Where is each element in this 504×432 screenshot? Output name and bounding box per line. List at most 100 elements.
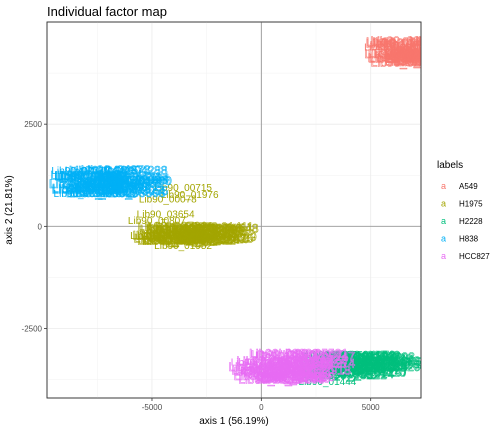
overlap-label: Lib90_03192	[232, 363, 302, 377]
zero-lines	[47, 22, 421, 398]
overlap-label: Lib90_01411	[319, 350, 388, 364]
overlap-label: Lib90_02370	[325, 361, 395, 375]
overlap-label: Lib90_05110	[181, 232, 250, 246]
overlap-label: Lib90_02644	[368, 46, 438, 60]
y-axis-ticks: -2500 0 2500	[22, 120, 47, 334]
x-axis-label: axis 1 (56.19%)	[199, 416, 268, 427]
legend-label: HCC827	[459, 252, 490, 261]
legend-label: H2228	[459, 217, 483, 226]
overlap-label: Lib90_02644	[168, 227, 238, 241]
overlap-label: Lib90_03329	[249, 347, 319, 361]
overlap-label: Lib90_02644	[255, 350, 325, 364]
overlap-label: Lib90_01685	[82, 177, 152, 191]
overlap-label: Lib90_01411	[60, 169, 129, 183]
overlap-label: Lib90_02781	[138, 220, 208, 234]
overlap-label: Lib90_02507	[273, 348, 343, 362]
cluster-hcc827: Lib90_01000Lib90_01137Lib90_01274Lib90_0…	[228, 346, 356, 387]
point-label: Lib90_02288	[250, 365, 308, 376]
overlap-label: Lib90_03740	[173, 221, 243, 235]
overlap-label: Lib90_05110	[63, 178, 132, 192]
overlap-label: Lib90_02507	[133, 229, 203, 243]
overlap-label: Lib90_03192	[326, 349, 396, 363]
overlap-label: Lib90_04699	[256, 373, 326, 387]
overlap-label: Lib90_01822	[278, 353, 348, 367]
overlap-label: Lib90_05247	[384, 45, 454, 59]
overlap-label: Lib90_03740	[331, 348, 401, 362]
overlap-label: Lib90_01000	[245, 357, 315, 371]
overlap-label: Lib90_03329	[384, 51, 454, 65]
x-tick-label: 0	[259, 403, 264, 412]
overlap-label: Lib90_03603	[96, 186, 166, 200]
overlap-label: Lib90_05384	[238, 373, 308, 387]
point-label: Lib90_00002	[384, 51, 442, 62]
overlap-label: Lib90_04288	[392, 47, 462, 61]
point-label: Lib90_00807	[128, 216, 186, 227]
cluster-h838: Lib90_01000Lib90_01137Lib90_01274Lib90_0…	[49, 163, 173, 201]
overlap-label: Lib90_03192	[370, 34, 440, 48]
point-label: Lib90_00521	[130, 231, 188, 242]
overlap-label: Lib90_02918	[73, 173, 143, 187]
overlap-label: Lib90_04973	[326, 348, 396, 362]
cluster-h2228: Lib90_01000Lib90_01137Lib90_01274Lib90_0…	[299, 348, 422, 388]
overlap-label: Lib90_02918	[338, 358, 408, 372]
plot-panel	[46, 21, 422, 399]
overlap-label: Lib90_01000	[102, 174, 172, 188]
overlap-label: Lib90_02233	[234, 369, 304, 383]
point-label: Lib90_01444	[299, 377, 357, 388]
panel-border	[46, 21, 422, 399]
overlap-label: Lib90_04151	[60, 171, 130, 185]
overlap-label: Lib90_03329	[69, 186, 139, 200]
legend-key: a	[441, 181, 446, 191]
overlap-label: Lib90_02370	[251, 348, 321, 362]
y-tick-label: -2500	[22, 325, 43, 334]
overlap-label: Lib90_01411	[366, 36, 435, 50]
overlap-label: Lib90_01959	[387, 51, 457, 65]
overlap-label: Lib90_01000	[148, 230, 218, 244]
overlap-label: Lib90_04288	[165, 222, 235, 236]
point-label: Lib90_01976	[161, 190, 219, 201]
overlap-label: Lib90_01822	[303, 351, 373, 365]
overlap-label: Lib90_05384	[100, 172, 170, 186]
x-tick-label: 5000	[362, 403, 380, 412]
overlap-label: Lib90_01548	[262, 358, 332, 372]
cluster-a549: Lib90_01000Lib90_01137Lib90_01274Lib90_0…	[364, 34, 479, 70]
y-tick-label: 2500	[24, 120, 42, 129]
overlap-label: Lib90_02781	[255, 370, 325, 384]
overlap-label: Lib90_02918	[160, 221, 230, 235]
overlap-label: Lib90_01000	[387, 44, 457, 58]
overlap-label: Lib90_02096	[265, 362, 335, 376]
x-axis-ticks: -5000 0 5000	[142, 398, 380, 412]
overlap-label: Lib90_03055	[352, 355, 422, 369]
overlap-label: Lib90_01822	[395, 55, 465, 69]
overlap-label: Lib90_03877	[146, 222, 216, 236]
overlap-label: Lib90_02644	[330, 360, 400, 374]
overlap-label: Lib90_02507	[409, 34, 479, 48]
overlap-label: Lib90_05521	[157, 232, 227, 246]
overlap-label: Lib90_02918	[281, 364, 351, 378]
overlap-label: Lib90_04699	[149, 227, 219, 241]
overlap-label: Lib90_04425	[184, 232, 254, 246]
overlap-label: Lib90_03603	[261, 371, 331, 385]
point-label: Lib90_03361	[231, 357, 289, 368]
overlap-label: Lib90_05110	[338, 365, 407, 379]
overlap-label: Lib90_03877	[336, 352, 406, 366]
overlap-label: Lib90_01137	[299, 353, 368, 367]
overlap-label: Lib90_03055	[168, 227, 238, 241]
point-label: Lib90_00987	[54, 189, 112, 200]
overlap-label: Lib90_01548	[392, 47, 462, 61]
x-tick-label: -5000	[142, 403, 163, 412]
point-clusters: Lib90_01000Lib90_01137Lib90_01274Lib90_0…	[49, 34, 479, 388]
overlap-label: Lib90_02370	[75, 181, 145, 195]
overlap-label: Lib90_04562	[229, 360, 299, 374]
overlap-label: Lib90_01411	[185, 220, 254, 234]
overlap-label: Lib90_01274	[149, 223, 219, 237]
overlap-label: Lib90_03740	[78, 180, 148, 194]
overlap-label: Lib90_01685	[376, 39, 446, 53]
overlap-label: Lib90_03466	[134, 232, 204, 246]
overlap-label: Lib90_04973	[146, 230, 216, 244]
overlap-label: Lib90_04973	[396, 42, 466, 56]
overlap-label: Lib90_01959	[67, 177, 137, 191]
overlap-label: Lib90_05110	[254, 355, 323, 369]
overlap-label: Lib90_02233	[390, 45, 460, 59]
